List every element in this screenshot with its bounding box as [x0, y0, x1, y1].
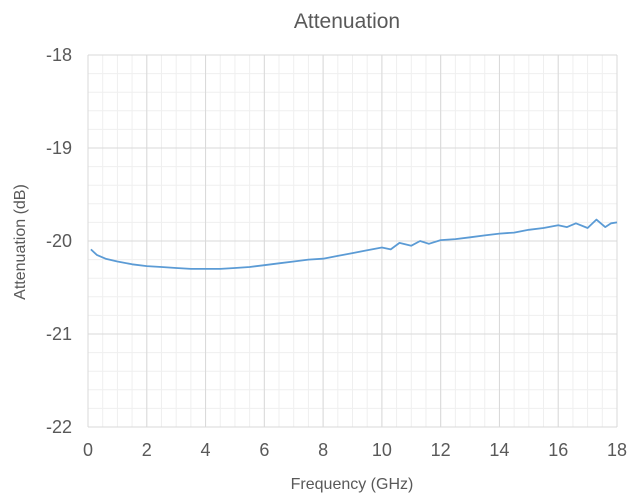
- y-tick-label: -20: [46, 231, 72, 251]
- x-tick-label: 4: [201, 440, 211, 460]
- x-tick-label: 0: [83, 440, 93, 460]
- y-tick-label: -19: [46, 138, 72, 158]
- y-axis-label: Attenuation (dB): [12, 184, 29, 300]
- y-tick-label: -21: [46, 324, 72, 344]
- y-tick-label: -22: [46, 417, 72, 437]
- x-tick-label: 10: [372, 440, 392, 460]
- x-axis-label: Frequency (GHz): [291, 476, 414, 493]
- x-tick-label: 18: [607, 440, 627, 460]
- major-grid: [87, 54, 618, 428]
- series-layer: [90, 218, 618, 270]
- x-tick-label: 12: [431, 440, 451, 460]
- tick-labels: 0 2 4 6 8 10 12 14 16 18 -18 -19 -20 -21 -22: [46, 45, 627, 460]
- x-tick-label: 8: [318, 440, 328, 460]
- x-tick-label: 6: [259, 440, 269, 460]
- chart-title: Attenuation: [294, 10, 400, 33]
- x-tick-label: 14: [489, 440, 509, 460]
- x-tick-label: 2: [142, 440, 152, 460]
- series-line-0: [90, 218, 618, 270]
- x-tick-label: 16: [548, 440, 568, 460]
- y-tick-label: -18: [46, 45, 72, 65]
